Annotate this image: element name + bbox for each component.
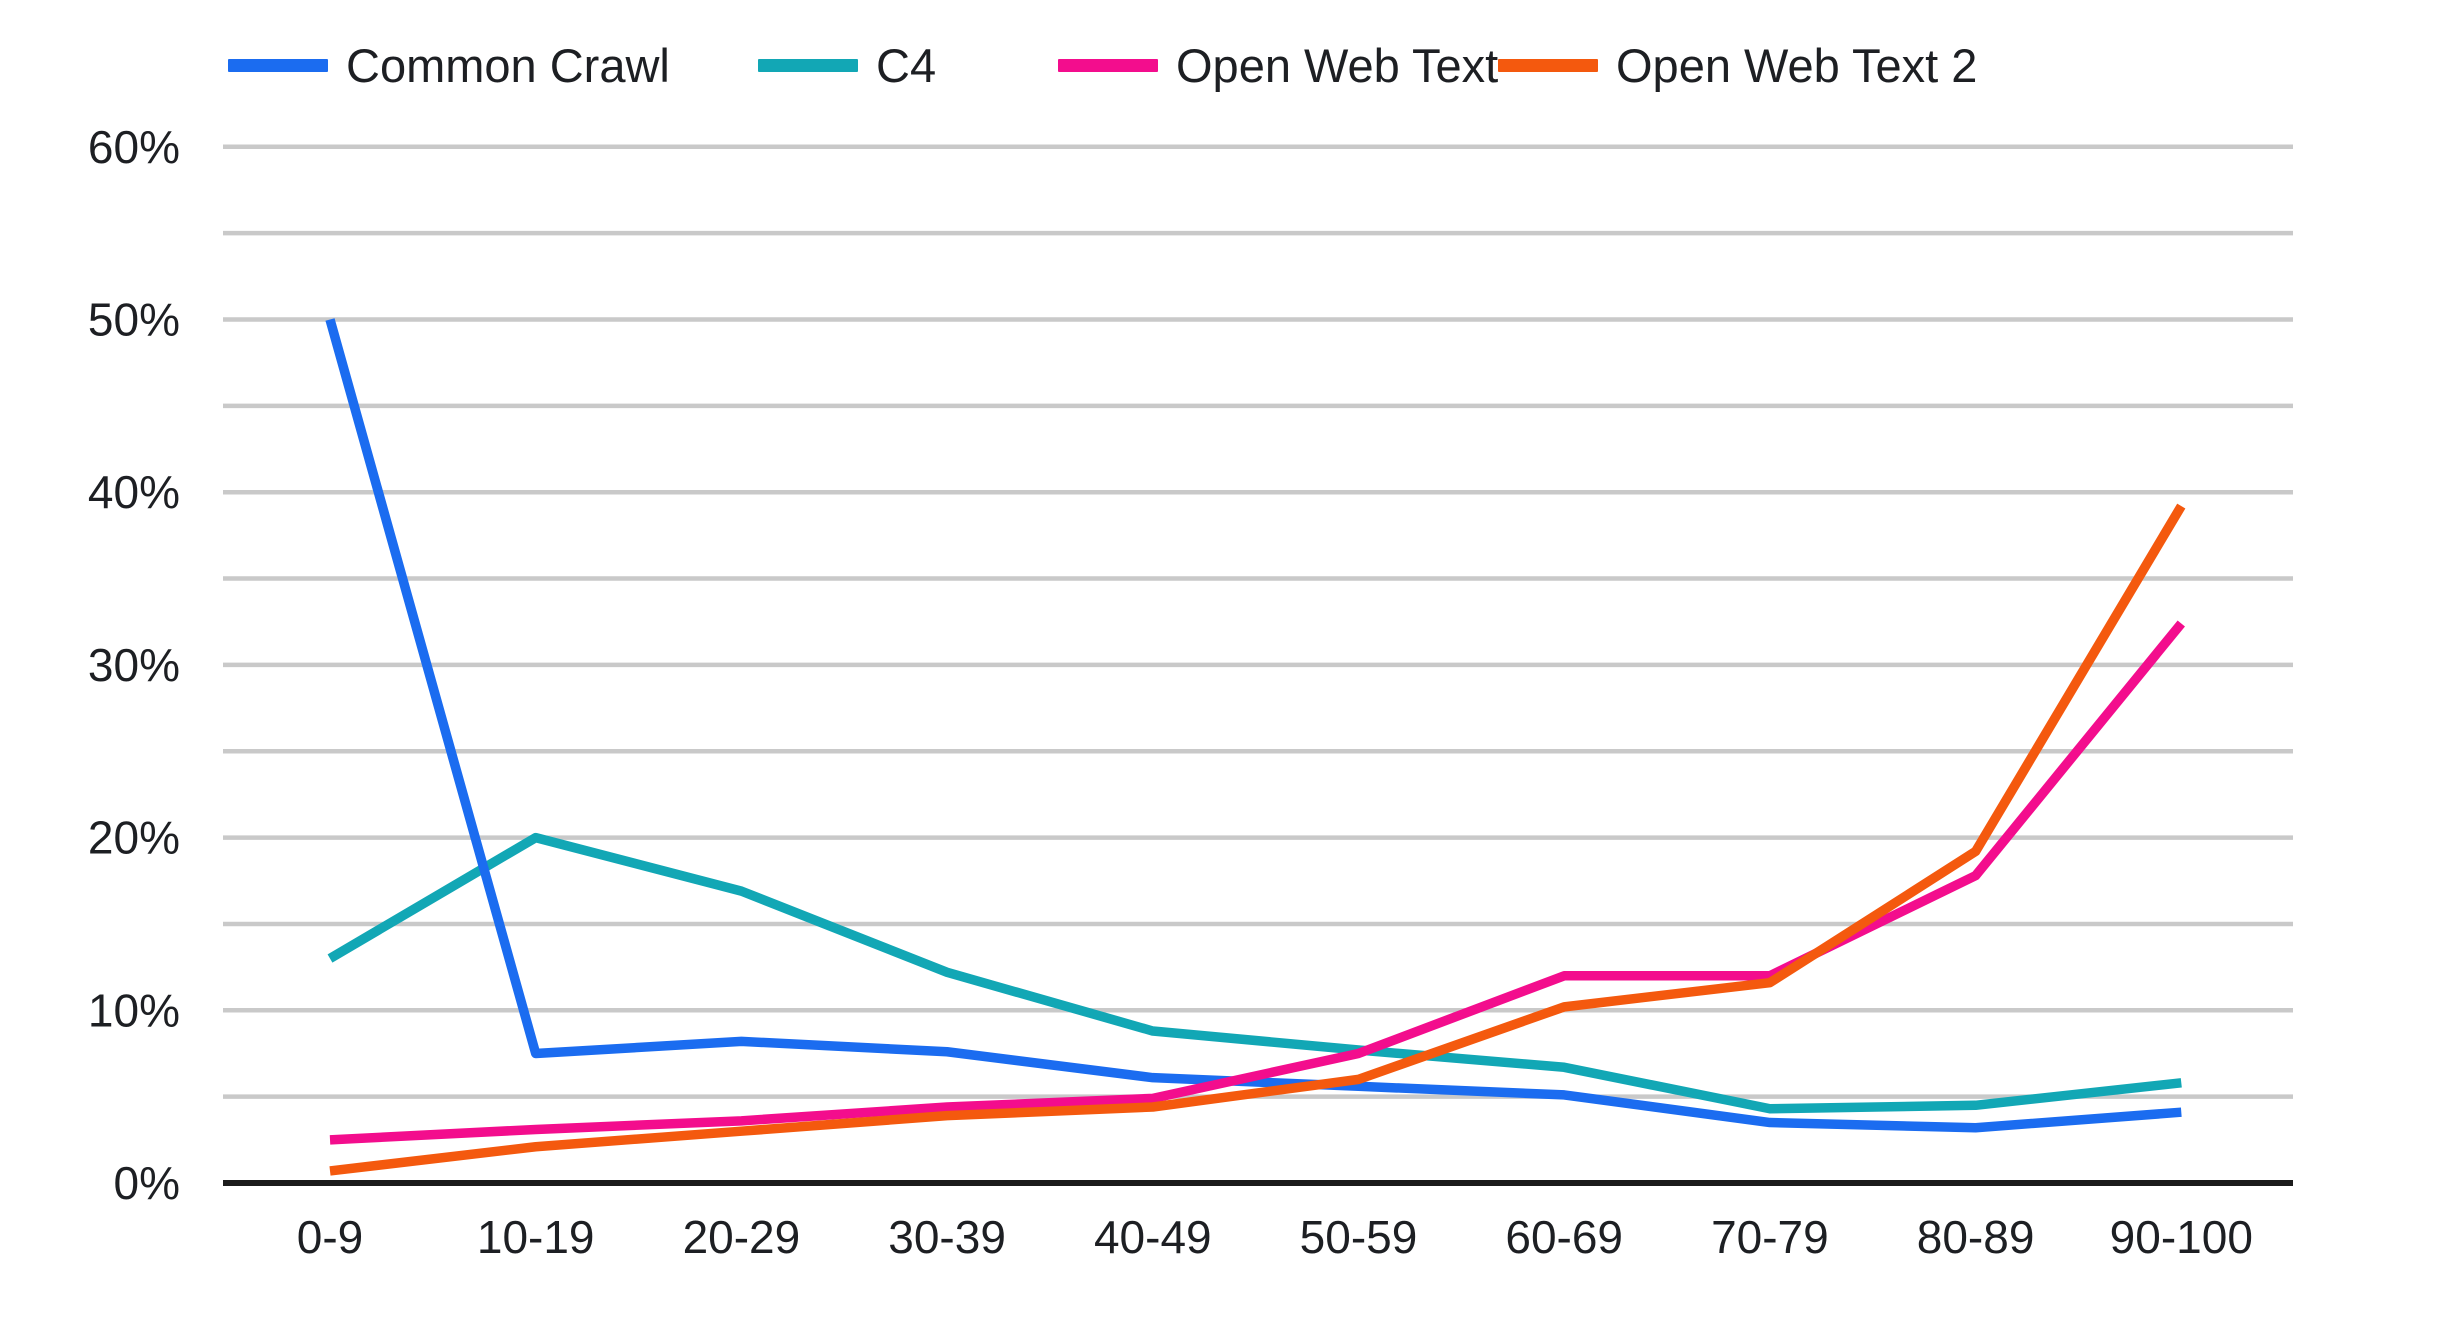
legend-swatch-common-crawl [228,58,328,72]
y-tick-label-40pct: 40% [88,466,180,518]
x-tick-label-20-29: 20-29 [683,1211,801,1263]
y-axis-labels: 0% 10% 20% 30% 40% 50% 60% [88,121,180,1209]
chart-legend: Common Crawl C4 Open Web Text Open Web T… [0,34,2452,96]
legend-item-open-web-text: Open Web Text [1058,34,1498,96]
legend-swatch-c4 [758,58,858,72]
x-tick-label-0-9: 0-9 [297,1211,363,1263]
legend-swatch-open-web-text [1058,58,1158,72]
x-tick-label-80-89: 80-89 [1917,1211,2035,1263]
y-tick-label-10pct: 10% [88,984,180,1036]
legend-label-c4: C4 [876,38,937,92]
x-tick-label-10-19: 10-19 [477,1211,595,1263]
x-tick-label-30-39: 30-39 [888,1211,1006,1263]
gridlines [223,144,2293,1099]
legend-item-open-web-text-2: Open Web Text 2 [1498,34,1977,96]
y-tick-label-0pct: 0% [114,1157,180,1209]
x-tick-label-90-100: 90-100 [2110,1211,2253,1263]
y-tick-label-60pct: 60% [88,121,180,173]
legend-item-c4: C4 [758,34,936,96]
series-line-open-web-text-2 [329,503,2186,1176]
x-tick-label-50-59: 50-59 [1300,1211,1418,1263]
series-line-common-crawl [325,318,2182,1133]
y-tick-label-30pct: 30% [88,639,180,691]
legend-label-open-web-text: Open Web Text [1176,38,1499,92]
series-lines [325,318,2186,1176]
x-axis-labels: 0-9 10-19 20-29 30-39 40-49 50-59 60-69 70-79 80… [297,1211,2253,1263]
y-tick-label-50pct: 50% [88,294,180,346]
series-line-c4 [327,832,2182,1114]
x-tick-label-40-49: 40-49 [1094,1211,1212,1263]
legend-item-common-crawl: Common Crawl [228,34,670,96]
legend-label-open-web-text-2: Open Web Text 2 [1616,38,1978,92]
legend-label-common-crawl: Common Crawl [346,38,670,92]
series-line-open-web-text [329,620,2185,1145]
legend-swatch-open-web-text-2 [1498,58,1598,72]
y-tick-label-20pct: 20% [88,812,180,864]
x-tick-label-70-79: 70-79 [1711,1211,1829,1263]
x-tick-label-60-69: 60-69 [1505,1211,1623,1263]
